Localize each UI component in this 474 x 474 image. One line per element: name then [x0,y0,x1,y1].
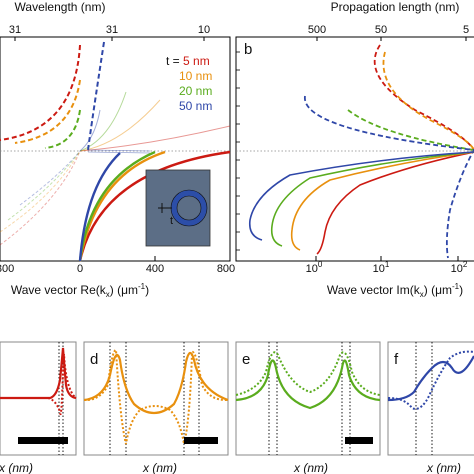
series-5nm-dashed [373,44,474,151]
series-50nm-dashed [304,95,474,259]
series-10nm-light-line [0,150,81,233]
panel-a-top-axis-label: Wavelength (nm) [15,0,106,14]
panel-e-frame [235,341,381,456]
panel-e-label: e [242,351,250,368]
panel-d-label: d [90,351,98,368]
series-20nm-solid [270,151,474,247]
series-50nm-dashed [87,41,105,151]
panel-b-top-axis-label: Propagation length (nm) [331,0,460,14]
panel-f: f x (nm) [387,341,474,474]
legend-entry-5nm: t = 5 nm [166,54,210,68]
panel-a-frame [0,36,231,262]
panel-b-label: b [244,41,252,58]
series-50nm-solid [248,151,474,241]
series-5nm-light-line [0,150,81,246]
panel-f-label: f [394,351,399,368]
panel-b-x-tick-labels: 100 101 102 [306,260,468,275]
panel-c-scale-bar [18,437,68,444]
panel-b-frame [235,36,474,262]
panel-c-dotted-curve [0,353,77,416]
panel-d-scale-bar [184,437,218,444]
panel-b-bottom-ticks [315,256,459,261]
panel-e-x-axis-label: x (nm) [293,461,328,474]
panel-b-top-tick-label: 500 [308,24,326,36]
series-5nm-upper-thin [79,125,231,152]
series-5nm-solid [78,150,231,262]
panel-d-frame [83,341,229,456]
panel-b-curves [248,44,474,259]
series-10nm-solid [290,151,474,251]
series-50nm-upper-thin [79,109,101,152]
panel-b: Propagation length (nm) 500 50 5 b [235,0,474,299]
panel-a-legend: t = 5 nm 10 nm 20 nm 50 nm [166,54,212,113]
panel-a-top-tick-labels: 31 31 10 [9,24,210,36]
panel-d-dotted-curve [83,348,229,445]
panel-b-x-axis-label: Wave vector Im(kx) (μm-1) [327,282,463,299]
panel-e-solid-curve [235,359,381,410]
panel-d-solid-curve [83,351,229,415]
panel-b-left-ticks [236,51,240,251]
panel-b-top-tick-label: 50 [375,24,387,36]
panel-c-frame [0,341,77,456]
panel-c-x-axis-label: x (nm) [0,461,33,474]
panel-a-bottom-ticks [79,256,156,261]
legend-title: t = [166,54,183,68]
series-50nm-solid [78,152,121,262]
panel-f-x-axis-label: x (nm) [426,461,461,474]
legend-entry-10nm: 10 nm [179,69,212,83]
series-20nm-upper-thin [79,91,127,152]
panel-a-x-tick-label: 0 [77,263,83,275]
series-20nm-solid [78,150,156,262]
panel-a-top-tick-label: 10 [198,24,210,36]
panel-d-guides [109,342,200,455]
series-20nm-light-line [7,150,81,221]
series-5nm-solid [316,151,474,255]
legend-entry-50nm: 50 nm [179,99,212,113]
panel-e-scale-bar [345,437,373,444]
panel-b-top-tick-labels: 500 50 5 [308,24,469,36]
panel-a-x-tick-label: 800 [217,263,235,275]
panel-e-dotted-curve [235,351,381,396]
panel-a-curves [0,41,231,262]
inset-ring [171,190,207,226]
series-5nm-dashed [0,44,81,141]
panel-f-solid-curve [387,355,474,402]
panel-c-solid-curve [0,347,77,400]
panel-a: Wavelength (nm) 31 31 10 [0,0,235,299]
legend-entry-20nm: 20 nm [179,84,212,98]
panel-a-x-tick-label: 400 [146,263,164,275]
panel-d: d x (nm) [83,341,229,474]
inset-ring-edge-inner [176,195,202,221]
panel-a-top-ticks [14,37,205,41]
panel-a-x-axis-label: Wave vector Re(kx) (μm-1) [11,282,149,299]
panel-a-inset: t [145,169,211,247]
panel-b-top-tick-label: 5 [463,24,469,36]
panel-e: e x (nm) [235,341,381,474]
panel-b-x-tick-label: 100 [306,260,323,275]
inset-background [145,169,211,247]
panel-a-top-tick-label: 31 [9,24,21,36]
series-10nm-dashed [14,79,81,144]
legend-label-5nm: 5 nm [183,54,210,68]
panel-a-top-tick-label: 31 [106,24,118,36]
panel-f-dotted-curve [387,350,474,410]
panel-f-guides [415,342,433,455]
panel-c: x (nm) [0,341,77,474]
panel-a-x-tick-labels: 800 0 400 800 [0,263,235,275]
series-10nm-dashed [382,51,474,151]
inset-thickness-label: t [170,215,173,227]
panel-a-x-tick-label: 800 [0,263,14,275]
panel-b-x-tick-label: 102 [451,260,468,275]
series-20nm-dashed [347,109,474,151]
panel-b-top-ticks [316,37,467,41]
panel-d-x-axis-label: x (nm) [142,461,177,474]
series-50nm-light-line [19,150,81,206]
series-20nm-dashed [44,109,81,149]
panel-b-x-tick-label: 101 [373,260,390,275]
